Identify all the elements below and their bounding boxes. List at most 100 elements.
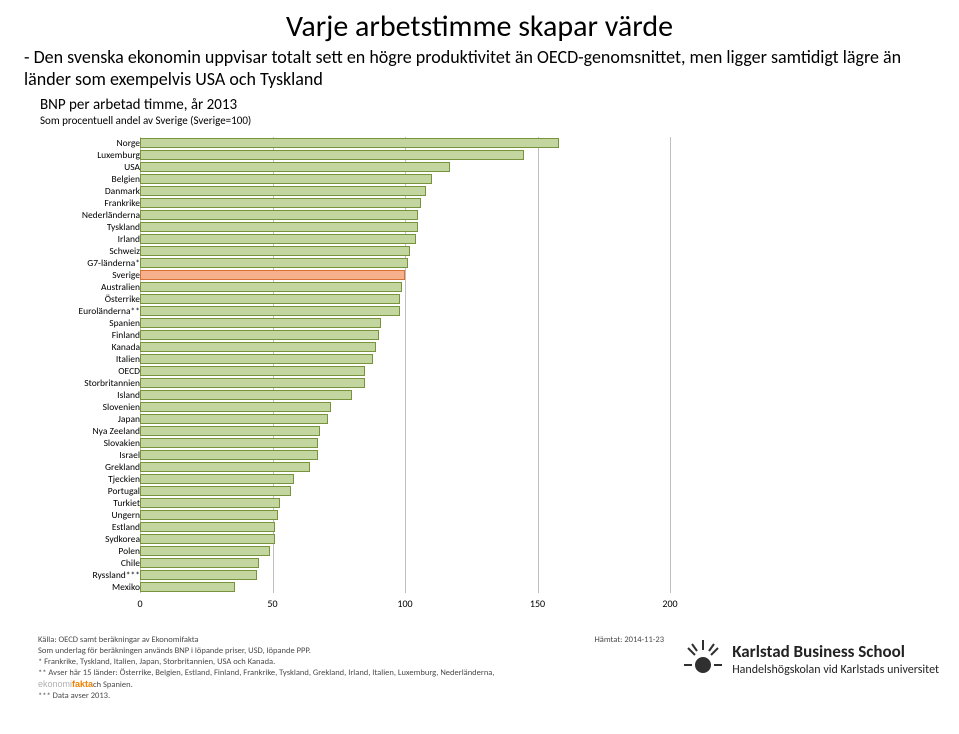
y-label: Sverige: [30, 269, 140, 281]
y-label: Storbritannien: [30, 377, 140, 389]
bar-row: [140, 569, 670, 581]
y-label: Israel: [30, 449, 140, 461]
bar: [140, 522, 275, 532]
bar-row: [140, 221, 670, 233]
bar-row: [140, 557, 670, 569]
bar-row: [140, 437, 670, 449]
bar-row: [140, 293, 670, 305]
x-tick-label: 100: [397, 597, 412, 610]
bar-row: [140, 137, 670, 149]
footnote-line3: * Frankrike, Tyskland, Italien, Japan, S…: [38, 657, 638, 668]
y-label: Frankrike: [30, 197, 140, 209]
bar: [140, 402, 331, 412]
y-label: Nederländerna: [30, 209, 140, 221]
y-label: Japan: [30, 413, 140, 425]
bar: [140, 306, 400, 316]
x-tick-label: 0: [137, 597, 142, 610]
bar: [140, 450, 318, 460]
y-label: Grekland: [30, 461, 140, 473]
y-label: Norge: [30, 137, 140, 149]
y-label: Nya Zeeland: [30, 425, 140, 437]
bar: [140, 486, 291, 496]
bar-row: [140, 341, 670, 353]
bar: [140, 510, 278, 520]
bar-row: [140, 377, 670, 389]
y-label: Australien: [30, 281, 140, 293]
logo-text: Karlstad Business School Handelshögskola…: [732, 641, 939, 677]
bar: [140, 210, 418, 220]
bar: [140, 222, 418, 232]
bars: [140, 137, 670, 593]
bar: [140, 258, 408, 268]
bar: [140, 270, 405, 280]
y-label: Danmark: [30, 185, 140, 197]
bar: [140, 162, 450, 172]
bar: [140, 558, 259, 568]
bar: [140, 174, 432, 184]
bar-row: [140, 401, 670, 413]
x-tick-label: 50: [267, 597, 277, 610]
bar: [140, 414, 328, 424]
ekonomifakta-brand: ekonomifakta: [38, 679, 93, 689]
y-label: OECD: [30, 365, 140, 377]
x-axis: 050100150200: [140, 597, 670, 611]
bar-row: [140, 425, 670, 437]
bar: [140, 294, 400, 304]
bar: [140, 498, 280, 508]
bar: [140, 318, 381, 328]
bar-row: [140, 485, 670, 497]
bar-row: [140, 461, 670, 473]
bar-row: [140, 245, 670, 257]
bar-row: [140, 197, 670, 209]
bar: [140, 198, 421, 208]
y-label: Estland: [30, 521, 140, 533]
bar-row: [140, 269, 670, 281]
bar-row: [140, 185, 670, 197]
bar: [140, 354, 373, 364]
y-label: Island: [30, 389, 140, 401]
bar: [140, 390, 352, 400]
y-label: Italien: [30, 353, 140, 365]
bar-row: [140, 581, 670, 593]
y-label: Chile: [30, 557, 140, 569]
bar: [140, 366, 365, 376]
bar: [140, 150, 524, 160]
chart: BNP per arbetad timme, år 2013 Som proce…: [30, 96, 670, 611]
y-label: Slovakien: [30, 437, 140, 449]
bar: [140, 570, 257, 580]
logo-name: Karlstad Business School: [732, 641, 939, 662]
bar-row: [140, 449, 670, 461]
y-label: USA: [30, 161, 140, 173]
x-tick-label: 200: [662, 597, 677, 610]
bar: [140, 330, 379, 340]
bar-row: [140, 281, 670, 293]
grid-line: [670, 137, 671, 593]
bar: [140, 342, 376, 352]
plot-wrap: NorgeLuxemburgUSABelgienDanmarkFrankrike…: [30, 137, 670, 593]
plot-area: [140, 137, 670, 593]
footnote-line2: Som underlag för beräkningen används BNP…: [38, 646, 638, 657]
bar: [140, 534, 275, 544]
y-label: Kanada: [30, 341, 140, 353]
bar: [140, 378, 365, 388]
bar-row: [140, 413, 670, 425]
bar-row: [140, 305, 670, 317]
bar-row: [140, 257, 670, 269]
bar: [140, 426, 320, 436]
chart-subtitle: Som procentuell andel av Sverige (Sverig…: [40, 114, 670, 127]
bar-row: [140, 161, 670, 173]
y-label: Polen: [30, 545, 140, 557]
footnote-source: Källa: OECD samt beräkningar av Ekonomif…: [38, 635, 638, 646]
y-label: Irland: [30, 233, 140, 245]
bar-row: [140, 173, 670, 185]
y-label: Ungern: [30, 509, 140, 521]
y-label: Finland: [30, 329, 140, 341]
bar-row: [140, 329, 670, 341]
bar: [140, 234, 416, 244]
y-label: Mexiko: [30, 581, 140, 593]
y-label: Tyskland: [30, 221, 140, 233]
bar-row: [140, 389, 670, 401]
bar-row: [140, 509, 670, 521]
footnote-line4b: ekonomifaktach Spanien.: [38, 679, 638, 691]
y-label: Sydkorea: [30, 533, 140, 545]
